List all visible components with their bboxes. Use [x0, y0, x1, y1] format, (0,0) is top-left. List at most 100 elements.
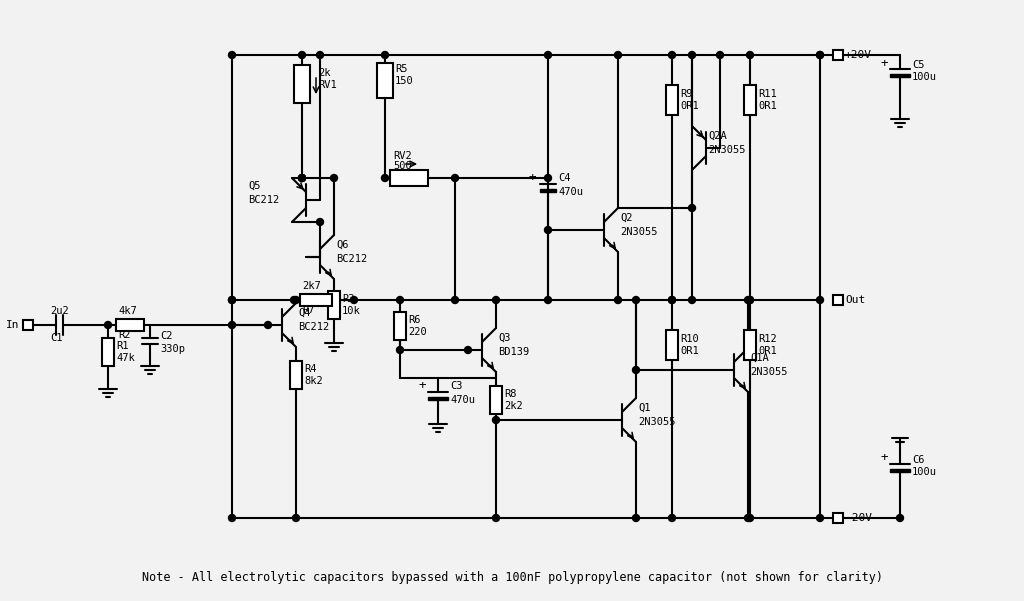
Text: R5: R5 [395, 64, 408, 74]
Text: 150: 150 [395, 76, 414, 86]
Polygon shape [890, 74, 910, 77]
Bar [294, 65, 310, 103]
Circle shape [493, 416, 500, 424]
Bar [116, 319, 144, 331]
Text: R12: R12 [758, 334, 777, 344]
Text: 2N3055: 2N3055 [638, 417, 676, 427]
Circle shape [465, 347, 471, 353]
Text: 2k: 2k [318, 68, 331, 78]
Circle shape [452, 174, 459, 182]
Circle shape [816, 514, 823, 522]
Circle shape [382, 52, 388, 58]
Circle shape [746, 514, 754, 522]
Circle shape [316, 219, 324, 225]
Text: RV1: RV1 [318, 80, 337, 90]
Text: 470u: 470u [558, 187, 583, 197]
Circle shape [816, 52, 823, 58]
Text: +: + [528, 171, 536, 185]
Bar [290, 361, 302, 389]
Bar [833, 513, 843, 523]
Text: R7: R7 [302, 305, 314, 315]
Text: C3: C3 [450, 381, 463, 391]
Circle shape [545, 174, 552, 182]
Text: 0R1: 0R1 [680, 346, 698, 356]
Text: 100u: 100u [912, 72, 937, 82]
Polygon shape [428, 397, 449, 400]
Circle shape [264, 322, 271, 329]
Text: R8: R8 [504, 389, 516, 400]
Text: Q1: Q1 [638, 403, 650, 413]
Circle shape [816, 296, 823, 304]
Polygon shape [890, 469, 910, 472]
Text: R11: R11 [758, 89, 777, 99]
Text: 47k: 47k [116, 353, 135, 362]
Text: 0R1: 0R1 [758, 101, 777, 111]
Text: C6: C6 [912, 455, 925, 465]
Text: -20V: -20V [845, 513, 872, 523]
Circle shape [299, 174, 305, 182]
Circle shape [104, 322, 112, 329]
Circle shape [896, 514, 903, 522]
Circle shape [382, 174, 388, 182]
Text: 2N3055: 2N3055 [708, 145, 745, 155]
Text: C4: C4 [558, 173, 570, 183]
Text: Q3: Q3 [498, 333, 511, 343]
Circle shape [545, 296, 552, 304]
Circle shape [746, 296, 754, 304]
Circle shape [350, 296, 357, 304]
Circle shape [688, 204, 695, 212]
Bar [666, 85, 678, 115]
Circle shape [717, 52, 724, 58]
Text: R4: R4 [304, 364, 316, 374]
Circle shape [493, 514, 500, 522]
Circle shape [293, 296, 299, 304]
Text: 2N3055: 2N3055 [620, 227, 657, 237]
Text: 330p: 330p [160, 344, 185, 354]
Bar [300, 294, 332, 306]
Text: 2N3055: 2N3055 [750, 367, 787, 377]
Circle shape [669, 52, 676, 58]
Circle shape [633, 514, 640, 522]
Circle shape [396, 296, 403, 304]
Text: C1: C1 [50, 333, 62, 343]
Text: 2k2: 2k2 [504, 401, 522, 410]
Circle shape [669, 296, 676, 304]
Text: BD139: BD139 [498, 347, 529, 357]
Text: R1: R1 [116, 341, 128, 352]
Circle shape [746, 52, 754, 58]
Text: 0R1: 0R1 [680, 101, 698, 111]
Circle shape [545, 227, 552, 234]
Text: Q5: Q5 [248, 181, 260, 191]
Text: +: + [881, 56, 888, 70]
Circle shape [228, 296, 236, 304]
Text: R6: R6 [408, 316, 421, 325]
Text: 100u: 100u [912, 467, 937, 477]
Circle shape [291, 296, 298, 304]
Circle shape [228, 514, 236, 522]
Circle shape [293, 514, 299, 522]
Text: Note - All electrolytic capacitors bypassed with a 100nF polypropylene capacitor: Note - All electrolytic capacitors bypas… [141, 572, 883, 585]
Circle shape [299, 174, 305, 182]
Text: 2u2: 2u2 [50, 306, 69, 316]
Text: C5: C5 [912, 60, 925, 70]
Circle shape [688, 296, 695, 304]
Text: R3: R3 [342, 294, 354, 304]
Bar [490, 386, 502, 414]
Circle shape [228, 296, 236, 304]
Bar [744, 85, 756, 115]
Text: 0R1: 0R1 [758, 346, 777, 356]
Text: 2k7: 2k7 [302, 281, 321, 291]
Text: R9: R9 [680, 89, 692, 99]
Text: 470u: 470u [450, 395, 475, 405]
Circle shape [746, 296, 754, 304]
Circle shape [452, 296, 459, 304]
Circle shape [545, 52, 552, 58]
Text: 4k7: 4k7 [118, 306, 137, 316]
Text: 10k: 10k [342, 305, 360, 316]
Text: +: + [419, 379, 426, 392]
Circle shape [688, 52, 695, 58]
Text: Q6: Q6 [336, 240, 348, 250]
Circle shape [744, 514, 752, 522]
Text: 220: 220 [408, 326, 427, 337]
Bar [833, 50, 843, 60]
